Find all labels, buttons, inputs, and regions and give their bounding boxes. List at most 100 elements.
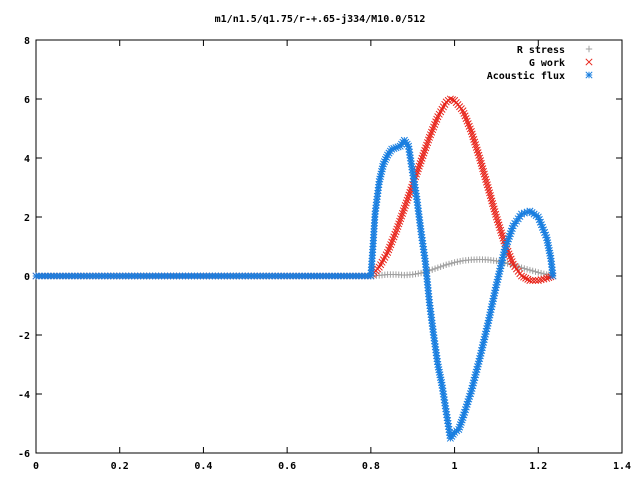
data-point [529,276,537,284]
y-tick-label: -6 [18,449,30,460]
data-point [477,349,485,357]
data-point [443,261,450,268]
data-point [492,213,500,221]
series-layer [32,95,557,442]
data-point [486,189,494,197]
data-point [397,215,405,223]
data-point [395,220,403,228]
data-point [392,228,400,236]
data-point [397,212,406,220]
x-tick-label: 1 [452,461,458,472]
data-point [403,196,411,204]
data-point [477,159,485,167]
data-point [481,173,489,181]
data-point [437,263,444,270]
data-point [491,208,499,216]
data-point [537,276,545,284]
data-point [399,207,407,215]
data-point [451,259,458,266]
data-point [493,216,501,224]
data-point [422,144,430,152]
data-point [473,146,481,154]
data-point [497,229,506,237]
x-tick-label: 0.2 [111,461,129,472]
data-point [468,130,476,138]
data-point [479,165,487,173]
legend-label: Acoustic flux [487,70,565,82]
x-tick-label: 0.8 [362,461,380,472]
data-point [431,265,439,272]
data-point [423,141,431,149]
legend-marker [585,45,593,53]
chart-title: m1/n1.5/q1.75/r-+.65-j334/M10.0/512 [215,13,426,25]
data-point [469,133,477,141]
data-point [440,262,447,269]
data-point [446,95,454,103]
data-point [535,269,542,276]
data-point [401,201,409,210]
data-point [484,183,492,192]
data-point [491,289,499,297]
data-point [404,194,412,202]
data-point [421,146,429,155]
x-tick-label: 0 [33,461,39,472]
x-tick-label: 0.4 [194,461,212,472]
data-point [472,143,480,151]
legend-marker [585,71,593,79]
data-point [521,265,528,272]
x-tick-label: 1.4 [613,461,631,472]
data-point [495,221,503,229]
data-point [492,210,500,218]
axes: 0 0.2 0.4 0.6 0.8 1 1.2 1.4 -6 -4 -2 0 2 4 6 8 [18,36,631,472]
data-point [470,135,478,143]
data-point [424,139,432,147]
data-point [479,167,488,175]
y-tick-label: 6 [24,95,30,106]
data-point [526,276,534,284]
data-point [520,273,528,281]
data-point [488,303,496,311]
data-point [475,151,483,159]
x-tick-label: 0.6 [278,461,296,472]
data-point [418,154,426,162]
data-point [540,275,548,283]
data-point [467,127,475,136]
x-tick-label: 1.2 [529,461,547,472]
legend-marker [585,58,593,66]
data-point [482,178,491,186]
data-point [532,268,539,275]
data-point [482,175,490,184]
data-point [483,325,491,333]
y-tick-label: -2 [18,331,30,342]
data-point [424,136,433,144]
data-point [549,272,557,280]
data-point [476,157,485,165]
data-point [445,260,453,268]
data-point [485,186,493,194]
data-point [429,266,436,273]
data-point [471,138,479,146]
data-point [420,149,428,157]
data-point [402,199,410,207]
data-point [496,224,504,232]
y-tick-label: 4 [24,154,30,165]
data-point [490,205,498,213]
data-point [485,316,493,325]
data-point [398,209,407,217]
data-point [474,149,482,157]
data-point [534,276,542,284]
data-point [396,217,404,225]
data-point [543,274,551,282]
data-point [476,154,484,162]
data-point [454,258,461,266]
legend-label: G work [529,58,565,69]
data-point [471,141,480,149]
y-tick-label: 2 [24,213,30,224]
data-point [434,264,442,271]
data-point [393,225,401,233]
data-point [522,274,530,282]
data-point [517,272,526,280]
legend-label: R stress [517,45,565,56]
data-point [486,191,494,200]
